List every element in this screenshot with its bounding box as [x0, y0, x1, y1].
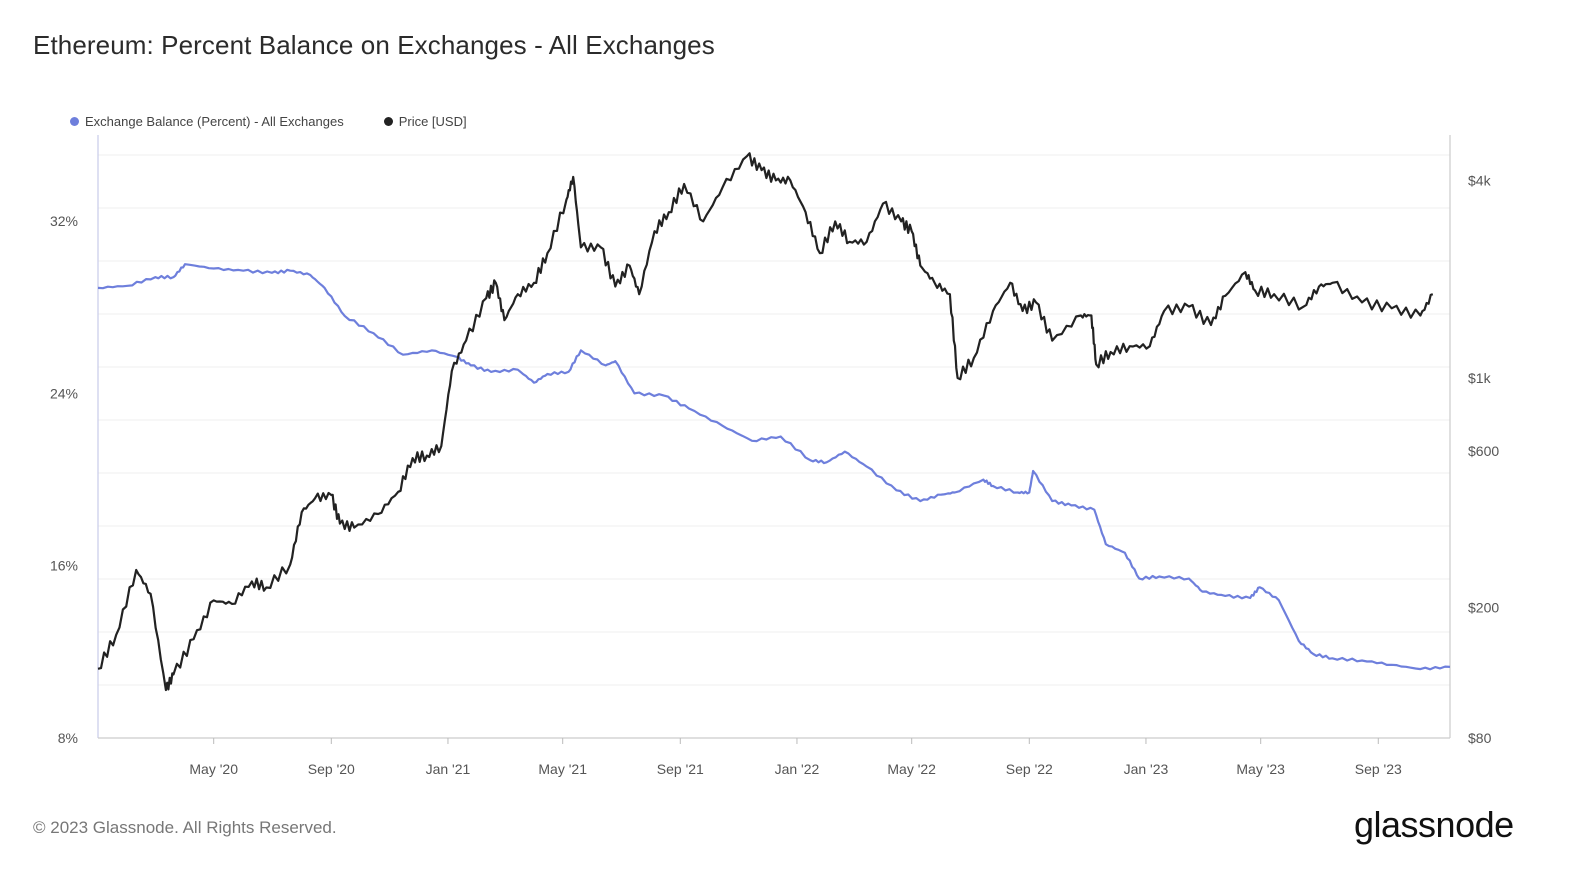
chart-title: Ethereum: Percent Balance on Exchanges -… — [33, 30, 715, 60]
chart-legend: Exchange Balance (Percent) - All Exchang… — [70, 114, 467, 129]
x-tick-label-3: May '21 — [538, 761, 587, 777]
right-tick-label-4: $4k — [1468, 172, 1492, 188]
legend-dot-exchange-balance — [70, 117, 79, 126]
x-tick-label-6: May '22 — [887, 761, 936, 777]
right-tick-label-1: $200 — [1468, 599, 1499, 615]
right-tick-label-2: $600 — [1468, 443, 1499, 459]
x-tick-label-0: May '20 — [189, 761, 238, 777]
x-tick-label-2: Jan '21 — [426, 761, 471, 777]
copyright-footer: © 2023 Glassnode. All Rights Reserved. — [33, 818, 337, 837]
legend-dot-price — [383, 117, 393, 126]
series-line-exchange-balance — [97, 263, 1451, 671]
series-line-price — [97, 152, 1434, 692]
x-tick-label-10: Sep '23 — [1355, 761, 1402, 777]
left-tick-label-3: 32% — [50, 213, 78, 229]
x-tick-label-9: May '23 — [1236, 761, 1285, 777]
right-tick-label-3: $1k — [1468, 370, 1492, 386]
x-tick-label-7: Sep '22 — [1006, 761, 1053, 777]
x-tick-label-8: Jan '23 — [1124, 761, 1169, 777]
left-tick-label-0: 8% — [58, 730, 78, 746]
legend-item-exchange-balance[interactable]: Exchange Balance (Percent) - All Exchang… — [70, 114, 344, 129]
x-tick-label-5: Jan '22 — [775, 761, 820, 777]
x-tick-label-4: Sep '21 — [657, 761, 704, 777]
left-tick-label-1: 16% — [50, 558, 78, 574]
glassnode-logo: glassnode — [1354, 804, 1514, 845]
legend-item-price[interactable]: Price [USD] — [383, 114, 467, 129]
x-tick-label-1: Sep '20 — [308, 761, 355, 777]
right-tick-label-0: $80 — [1468, 730, 1492, 746]
left-tick-label-2: 24% — [50, 385, 78, 401]
legend-label-price: Price [USD] — [398, 114, 467, 129]
legend-label-exchange-balance: Exchange Balance (Percent) - All Exchang… — [85, 114, 344, 129]
